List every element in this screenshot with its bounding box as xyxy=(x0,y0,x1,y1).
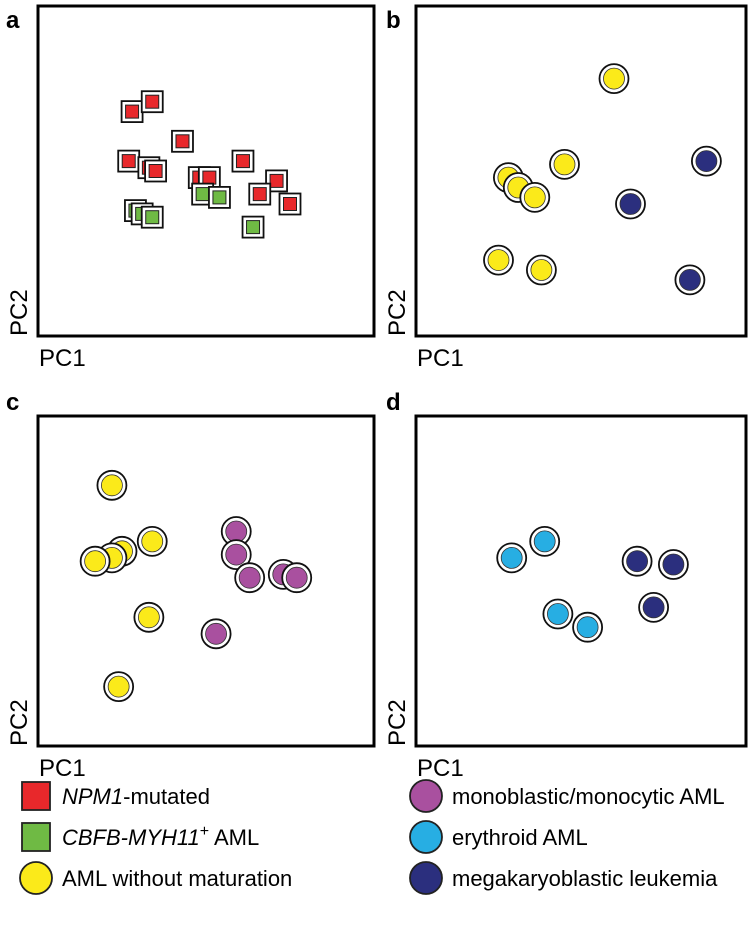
legend-label: NPM1-mutated xyxy=(62,784,210,809)
legend-swatch xyxy=(409,779,443,813)
legend-label: CBFB-MYH11+ AML xyxy=(62,823,259,850)
series-megakaryoblastic-leukemia xyxy=(615,145,722,296)
data-point xyxy=(615,188,646,220)
legend-swatch xyxy=(19,861,53,895)
data-point xyxy=(120,100,144,123)
data-point xyxy=(191,182,215,206)
plot-frame-c xyxy=(36,414,376,748)
data-point xyxy=(171,129,194,153)
data-point xyxy=(542,598,574,630)
panel-letter-a: a xyxy=(6,7,20,34)
legend: NPM1-mutated CBFB-MYH11+ AML AML without m… xyxy=(19,779,725,895)
legend-item-erythroid-aml: erythroid AML xyxy=(409,820,588,854)
data-point xyxy=(265,169,288,193)
x-axis-label: PC1 xyxy=(417,755,464,782)
data-point xyxy=(136,526,168,557)
series-aml-without-maturation xyxy=(483,63,630,286)
series-megakaryoblastic-leukemia xyxy=(621,545,689,623)
x-axis-label: PC1 xyxy=(39,345,86,372)
series-npm1-mutated xyxy=(117,90,302,216)
data-point xyxy=(200,618,232,650)
y-axis-label: PC2 xyxy=(384,699,411,746)
data-point xyxy=(144,159,168,183)
panel-letter-c: c xyxy=(6,389,19,416)
data-point xyxy=(241,215,265,239)
panel-letter-d: d xyxy=(386,389,401,416)
data-point xyxy=(140,90,164,114)
data-point xyxy=(526,254,557,286)
data-point xyxy=(248,182,272,206)
legend-item-npm1-mutated: NPM1-mutated xyxy=(21,781,210,811)
legend-swatch xyxy=(21,781,51,811)
legend-swatch xyxy=(409,820,443,854)
legend-item-megakaryoblastic-leukemia: megakaryoblastic leukemia xyxy=(409,861,718,895)
data-point xyxy=(572,611,603,643)
y-axis-label: PC2 xyxy=(384,289,411,336)
data-point xyxy=(220,539,252,570)
data-point xyxy=(231,149,255,173)
legend-swatch xyxy=(409,861,443,895)
series-aml-without-maturation xyxy=(79,469,168,702)
data-point xyxy=(117,149,141,173)
legend-item-cbfb-myh11-aml: CBFB-MYH11+ AML xyxy=(21,822,259,852)
legend-item-aml-without-maturation: AML without maturation xyxy=(19,861,292,895)
data-point xyxy=(598,63,630,94)
legend-label: AML without maturation xyxy=(62,866,292,891)
data-point xyxy=(234,562,266,594)
data-point xyxy=(281,562,313,594)
data-point xyxy=(519,181,551,213)
x-axis-label: PC1 xyxy=(417,345,464,372)
legend-item-monoblastic-monocytic-aml: monoblastic/monocytic AML xyxy=(409,779,725,813)
data-point xyxy=(496,542,528,574)
legend-swatch xyxy=(21,822,51,852)
data-point xyxy=(103,671,135,702)
plot-frame-d xyxy=(414,414,748,748)
data-point xyxy=(691,145,722,177)
y-axis-label: PC2 xyxy=(6,289,33,336)
x-axis-label: PC1 xyxy=(39,755,86,782)
data-point xyxy=(529,526,561,557)
data-point xyxy=(549,148,580,180)
data-point xyxy=(483,244,514,276)
data-point xyxy=(658,549,689,580)
legend-label: erythroid AML xyxy=(452,825,588,850)
data-point xyxy=(208,185,231,209)
data-point xyxy=(79,545,111,577)
panel-letter-b: b xyxy=(386,7,401,34)
legend-label: megakaryoblastic leukemia xyxy=(452,866,718,891)
data-point xyxy=(278,192,302,216)
data-point xyxy=(621,545,653,577)
data-point xyxy=(638,592,669,623)
data-point xyxy=(140,205,164,229)
series-monoblastic-monocytic-aml xyxy=(200,516,313,650)
series-cbfb-myh11-aml xyxy=(124,182,265,239)
data-point xyxy=(133,601,165,633)
data-point xyxy=(674,264,706,296)
legend-label: monoblastic/monocytic AML xyxy=(452,784,725,809)
series-erythroid-aml xyxy=(496,526,603,643)
data-point xyxy=(96,469,128,501)
y-axis-label: PC2 xyxy=(6,699,33,746)
